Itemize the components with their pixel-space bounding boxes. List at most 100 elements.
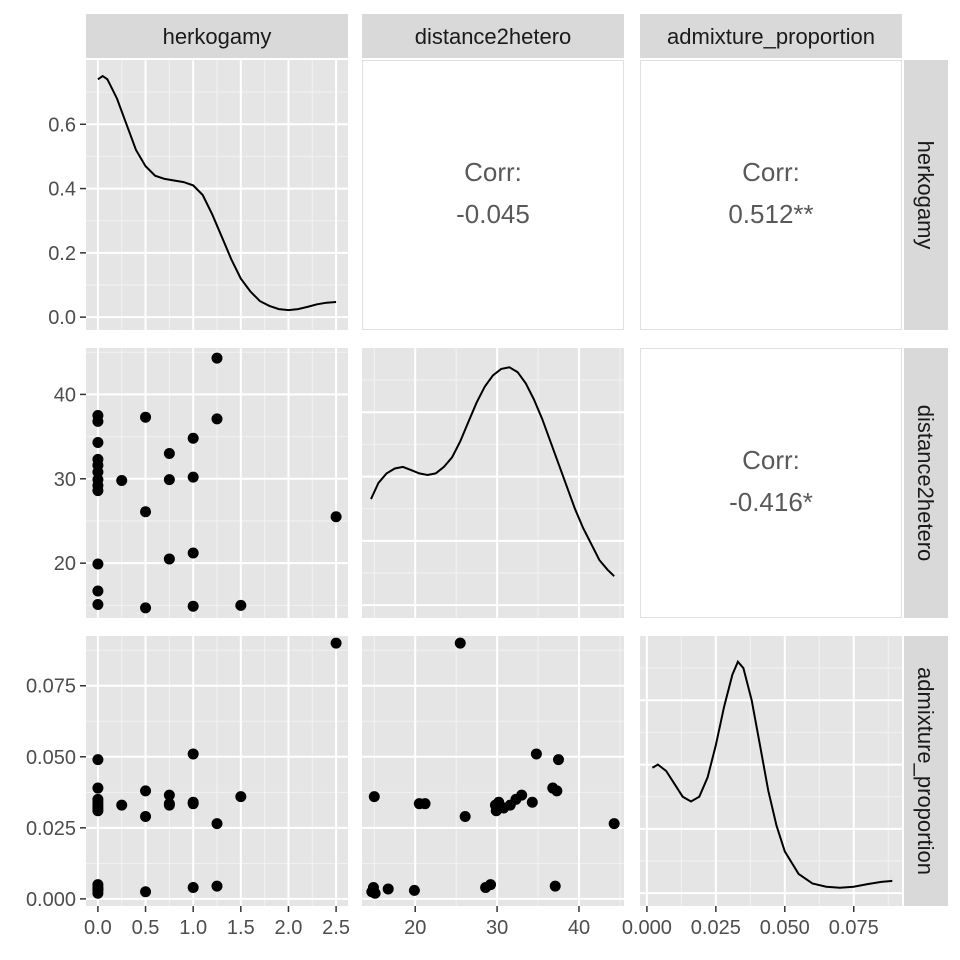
data-point [235, 791, 247, 803]
y-tick-label: 0.4 [48, 179, 76, 201]
x-tick-label: 0.075 [829, 917, 879, 939]
data-point [516, 789, 528, 801]
panel-herkogamy-herkogamy [86, 60, 348, 330]
corr-panel-herkogamy-distance2hetero [362, 60, 624, 330]
data-point [493, 796, 505, 808]
strip-top-label-admixture_proportion: admixture_proportion [667, 24, 875, 49]
strip-right-distance2hetero [904, 348, 948, 618]
data-point [92, 558, 104, 570]
data-point [92, 415, 104, 427]
y-tick-label: 0.050 [26, 747, 76, 769]
panel-distance2hetero-herkogamy [86, 348, 348, 618]
y-tick-label: 0.0 [48, 307, 76, 329]
strip-top-distance2hetero [362, 14, 624, 58]
data-point [163, 553, 175, 565]
strip-right-herkogamy [904, 60, 948, 330]
data-point [140, 506, 152, 518]
data-point [330, 511, 342, 523]
density-line-admixture_proportion [651, 659, 893, 889]
data-point [163, 798, 175, 810]
x-tick-label: 0.000 [622, 917, 672, 939]
strip-top-herkogamy [86, 14, 348, 58]
panel-background [640, 636, 902, 906]
data-point [92, 585, 104, 597]
x-tick-label: 30 [486, 917, 508, 939]
y-tick-label: 0.2 [48, 243, 76, 265]
x-tick-label: 2.5 [322, 917, 350, 939]
data-point [92, 805, 104, 817]
data-point [187, 432, 199, 444]
data-point [116, 799, 128, 811]
corr-label: Corr: [464, 157, 522, 187]
data-point [454, 637, 466, 649]
data-point [187, 882, 199, 894]
x-tick-label: 1.5 [227, 917, 255, 939]
data-point [92, 599, 104, 610]
data-point [140, 886, 152, 898]
data-point [92, 437, 104, 448]
data-point [368, 791, 380, 803]
data-point [140, 785, 152, 797]
data-point [140, 411, 152, 423]
data-point [480, 882, 492, 894]
panel-admixture_proportion-herkogamy [86, 636, 348, 906]
corr-panel-distance2hetero-admixture_proportion [640, 348, 902, 618]
panel-admixture_proportion-admixture_proportion [640, 636, 902, 906]
data-point [163, 789, 175, 801]
corr-value: 0.512** [728, 199, 813, 229]
data-point [140, 602, 152, 614]
data-point [330, 637, 342, 649]
data-point [187, 798, 199, 810]
y-tick-label: 0.025 [26, 818, 76, 840]
data-point [608, 818, 620, 830]
data-point [526, 796, 538, 808]
panel-distance2hetero-distance2hetero [362, 348, 624, 618]
corr-panel-herkogamy-admixture_proportion [640, 60, 902, 330]
strip-right-label-distance2hetero: distance2hetero [913, 405, 938, 562]
y-tick-label: 40 [54, 384, 76, 406]
density-line-herkogamy [97, 74, 337, 312]
data-point [92, 466, 104, 478]
data-point [92, 887, 104, 899]
data-point [187, 547, 199, 559]
panel-background [362, 348, 624, 618]
strip-right-label-admixture_proportion: admixture_proportion [913, 667, 938, 875]
data-point [553, 754, 564, 766]
strip-top-label-herkogamy: herkogamy [163, 24, 272, 49]
x-tick-label: 0.025 [691, 917, 741, 939]
strip-top-label-distance2hetero: distance2hetero [415, 24, 572, 49]
data-point [530, 748, 542, 760]
panel-background [362, 636, 624, 906]
x-tick-label: 20 [404, 917, 426, 939]
data-point [211, 818, 223, 830]
panel-admixture_proportion-distance2hetero [362, 636, 624, 906]
data-point [211, 413, 223, 425]
x-tick-label: 0.5 [132, 917, 160, 939]
y-tick-label: 20 [54, 553, 76, 575]
data-point [163, 474, 175, 486]
corr-label: Corr: [742, 157, 800, 187]
corr-label: Corr: [742, 445, 800, 475]
data-point [382, 883, 394, 895]
x-tick-label: 2.0 [275, 917, 303, 939]
x-tick-label: 0.0 [84, 917, 112, 939]
corr-value: -0.416* [729, 487, 813, 517]
data-point [116, 474, 128, 486]
data-point [235, 599, 247, 611]
strip-right-admixture_proportion [904, 636, 948, 906]
strip-top-admixture_proportion [640, 14, 902, 58]
data-point [459, 810, 471, 822]
data-point [92, 754, 104, 766]
x-tick-label: 40 [568, 917, 590, 939]
x-tick-label: 1.0 [179, 917, 207, 939]
data-point [187, 600, 199, 612]
data-point [140, 810, 152, 822]
x-tick-label: 0.050 [760, 917, 810, 939]
data-point [92, 485, 104, 497]
data-point [408, 884, 420, 896]
corr-value: -0.045 [456, 199, 530, 229]
y-tick-label: 30 [54, 469, 76, 491]
data-point [367, 882, 379, 894]
strip-right-label-herkogamy: herkogamy [913, 141, 938, 250]
data-point [211, 352, 223, 364]
